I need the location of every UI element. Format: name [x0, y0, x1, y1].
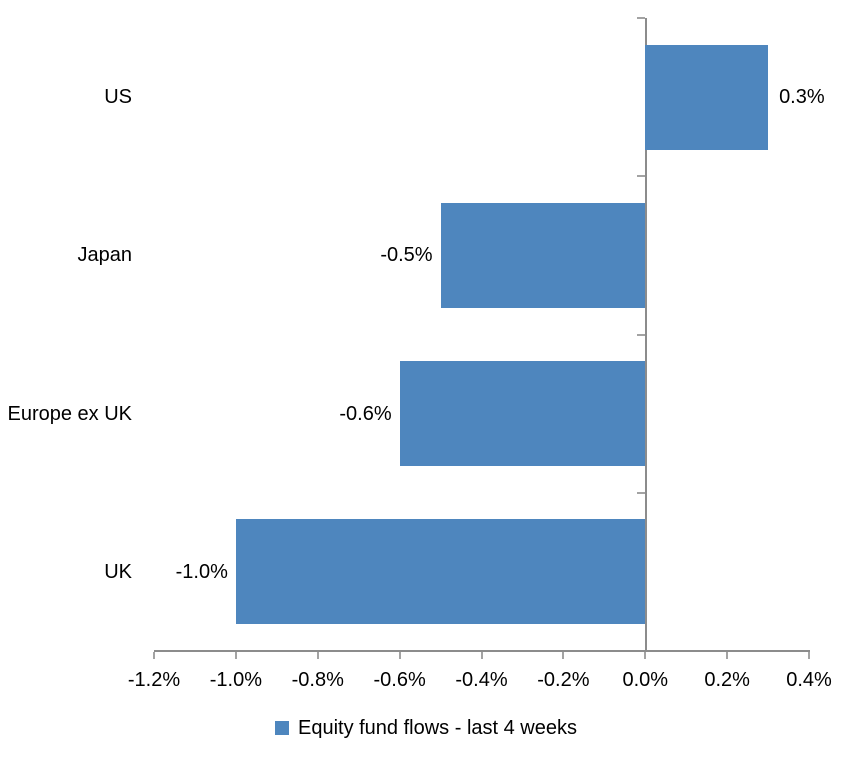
x-tick-label: -0.2% — [537, 669, 590, 691]
category-label: US — [104, 86, 132, 109]
x-tick — [398, 652, 401, 659]
x-tick-label: -1.2% — [127, 669, 181, 691]
zero-axis-line — [645, 18, 648, 652]
bar-us — [645, 44, 769, 150]
x-tick — [316, 652, 319, 659]
bar-japan — [440, 202, 646, 308]
category-tick — [637, 491, 646, 494]
category-label: Europe ex UK — [7, 402, 132, 425]
x-tick-label: -1.0% — [209, 669, 262, 691]
bar-data-label: -0.5% — [380, 244, 433, 267]
category-label: Japan — [77, 244, 133, 267]
x-tick-label: -0.8% — [291, 669, 344, 691]
x-tick-label: -0.6% — [373, 669, 426, 691]
x-tick — [153, 652, 155, 659]
bar-data-label: 0.3% — [779, 86, 825, 109]
x-axis-line — [154, 650, 810, 652]
legend-label: Equity fund flows - last 4 weeks — [297, 717, 577, 739]
category-label: UK — [104, 560, 132, 583]
bar-data-label: -1.0% — [175, 560, 228, 583]
x-tick — [480, 652, 483, 659]
legend-marker-icon — [274, 721, 289, 735]
x-tick — [644, 652, 647, 659]
bar-europe-ex-uk — [399, 361, 646, 467]
x-tick — [726, 652, 729, 659]
x-tick — [562, 652, 565, 659]
x-tick — [234, 652, 237, 659]
bar-uk — [235, 519, 646, 625]
category-tick — [637, 17, 646, 19]
bar-data-label: -0.6% — [339, 402, 392, 425]
legend: Equity fund flows - last 4 weeks — [0, 716, 852, 740]
x-tick-label: 0.4% — [786, 669, 832, 691]
category-tick — [637, 333, 646, 336]
x-tick-label: 0.2% — [704, 669, 750, 691]
category-tick — [637, 175, 646, 178]
x-tick-label: 0.0% — [622, 669, 669, 691]
x-tick-label: -0.4% — [455, 669, 508, 691]
x-tick — [808, 652, 810, 659]
